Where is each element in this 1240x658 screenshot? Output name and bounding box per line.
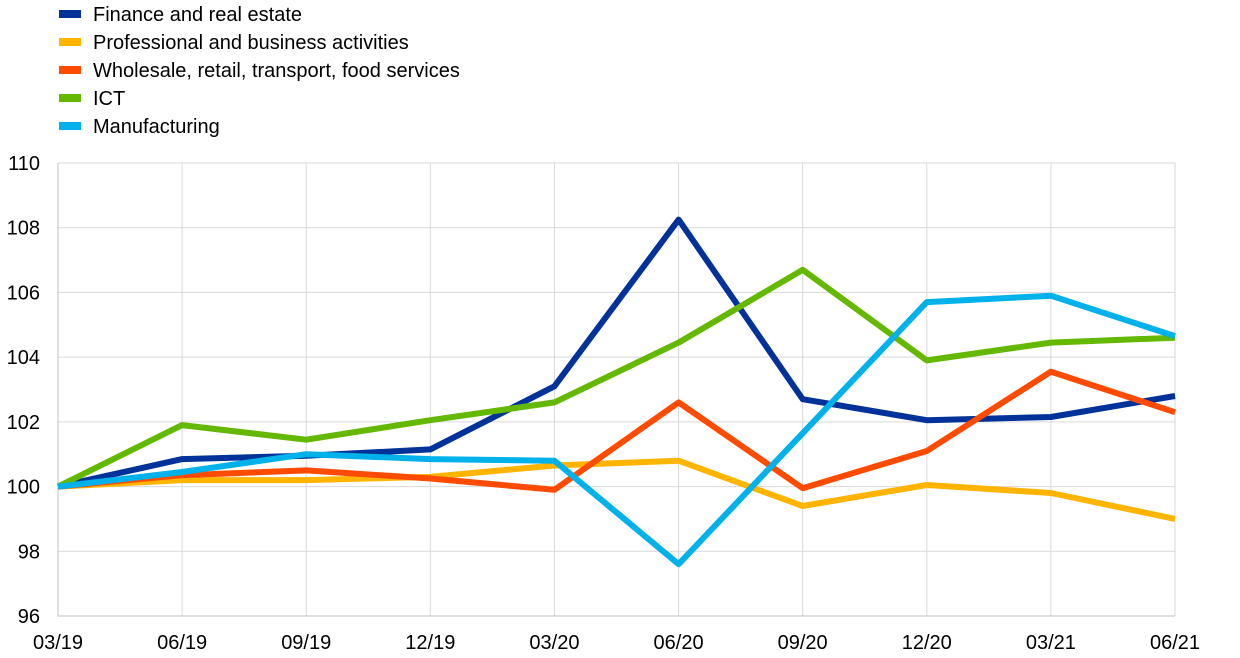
y-tick-label: 108 (7, 218, 40, 240)
legend-swatch (59, 94, 81, 102)
legend-label: Manufacturing (93, 116, 220, 138)
x-tick-label: 12/20 (902, 632, 952, 654)
y-tick-label: 106 (7, 282, 40, 304)
series-line-2 (57, 368, 1176, 493)
legend-label: Finance and real estate (93, 4, 302, 26)
axes (57, 163, 1175, 617)
x-tick-label: 06/19 (157, 632, 207, 654)
gridlines (58, 162, 1176, 617)
legend-swatch (59, 66, 81, 74)
legend-label: Professional and business activities (93, 32, 409, 54)
y-tick-label: 104 (7, 347, 40, 369)
x-tick-label: 09/19 (281, 632, 331, 654)
legend: Finance and real estate Professional and … (59, 4, 460, 138)
legend-label: Wholesale, retail, transport, food servi… (93, 60, 460, 82)
y-tick-label: 100 (7, 477, 40, 499)
x-tick-label: 03/21 (1026, 632, 1076, 654)
x-tick-label: 06/20 (654, 632, 704, 654)
y-tick-label: 110 (8, 153, 40, 175)
series-line-4 (57, 292, 1176, 568)
y-tick-label: 96 (18, 606, 40, 628)
x-tick-label: 03/19 (33, 632, 83, 654)
y-tick-label: 98 (18, 541, 40, 563)
series-line-1 (57, 457, 1176, 522)
series-line-3 (56, 266, 1176, 490)
legend-swatch (59, 122, 81, 130)
x-tick-label: 06/21 (1150, 632, 1200, 654)
y-axis-ticks: 96 98 100 102 104 106 108 110 (7, 153, 40, 628)
legend-swatch (59, 10, 81, 18)
legend-label: ICT (93, 88, 125, 110)
series-line-0 (57, 216, 1176, 490)
x-tick-label: 03/20 (529, 632, 579, 654)
series-lines (56, 216, 1176, 568)
legend-swatch (59, 38, 81, 46)
x-axis-ticks: 03/19 06/19 09/19 12/19 03/20 06/20 09/20 12/20… (33, 632, 1200, 654)
x-tick-label: 12/19 (405, 632, 455, 654)
x-tick-label: 09/20 (778, 632, 828, 654)
y-tick-label: 102 (7, 412, 40, 434)
